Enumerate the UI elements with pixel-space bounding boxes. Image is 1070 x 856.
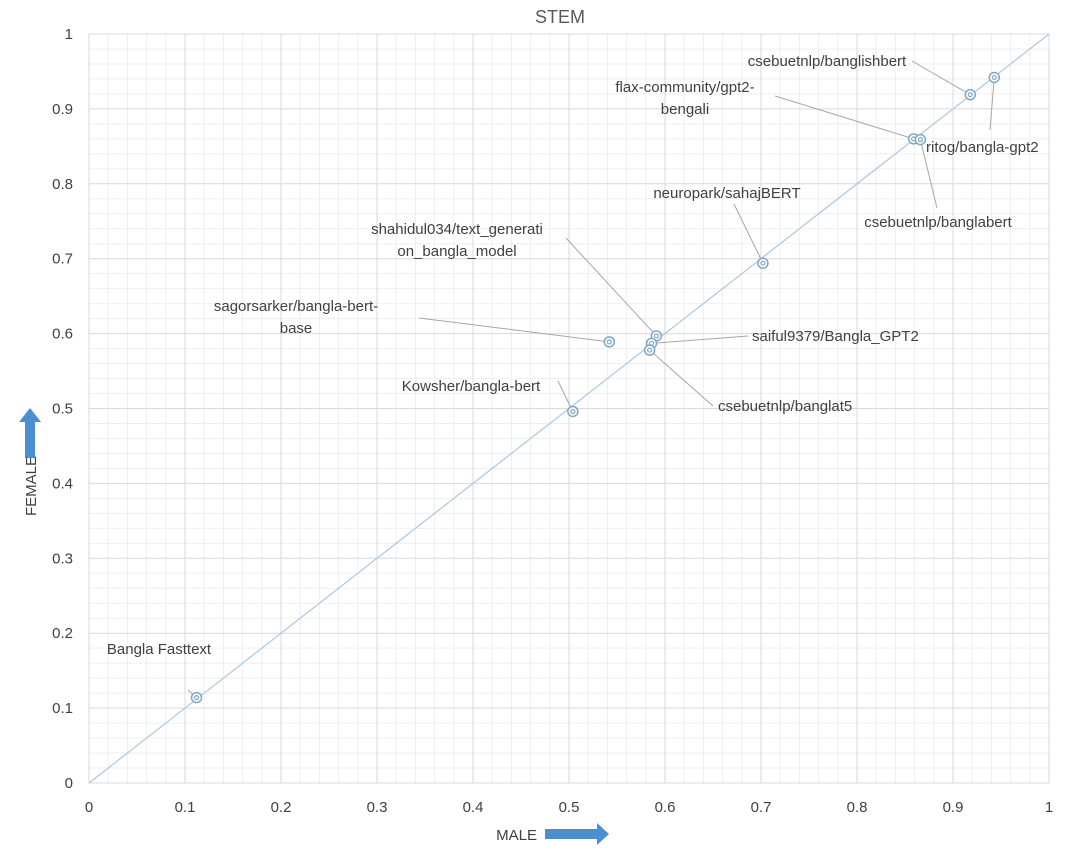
data-label: Bangla Fasttext: [107, 641, 212, 658]
x-tick-label: 0.7: [751, 799, 772, 816]
data-point: [603, 336, 616, 348]
y-tick-label: 0: [65, 775, 73, 792]
x-tick-label: 0.4: [463, 799, 484, 816]
x-tick-label: 0.9: [943, 799, 964, 816]
y-tick-label: 1: [65, 26, 73, 43]
data-point: [190, 691, 203, 704]
data-labels: Bangla Fasttext Kowsher/bangla-bert sagors…: [107, 53, 1039, 658]
y-tick-label: 0.4: [52, 475, 73, 492]
data-point-inner-ring: [991, 74, 997, 81]
y-tick-label: 0.2: [52, 625, 73, 642]
data-label: ritog/bangla-gpt2: [926, 139, 1039, 156]
data-label: saiful9379/Bangla_GPT2: [752, 328, 919, 345]
leader-lines: [187, 60, 995, 698]
leader-line: [774, 95, 914, 140]
data-point: [964, 88, 977, 101]
y-tick-label: 0.6: [52, 326, 73, 343]
data-point: [567, 405, 579, 418]
leader-line: [651, 335, 749, 344]
data-point-inner-ring: [606, 339, 612, 345]
leader-line: [733, 203, 764, 264]
data-point: [988, 71, 1001, 84]
data-point-inner-ring: [193, 695, 200, 701]
x-axis-arrow-icon: [545, 823, 609, 845]
data-point-inner-ring: [760, 260, 766, 266]
x-tick-label: 0.6: [655, 799, 676, 816]
leader-line: [565, 237, 657, 337]
x-tick-label: 1: [1045, 799, 1053, 816]
data-label: csebuetnlp/banglat5: [718, 398, 852, 415]
leader-line: [919, 139, 938, 209]
x-tick-label: 0.1: [175, 799, 196, 816]
data-point: [914, 133, 927, 146]
y-tick-label: 0.3: [52, 550, 73, 567]
data-point: [643, 344, 656, 356]
data-label: Kowsher/bangla-bert: [402, 378, 541, 395]
leader-line: [911, 60, 971, 96]
data-point-inner-ring: [653, 333, 659, 339]
tick-labels: 00 0.1 0.1 0.2 0.2 0.3 0.3 0.4 0.4 0.5 0.5 0.6 0.6 0.…: [52, 26, 1053, 816]
data-label: sagorsarker/bangla-bert-: [214, 298, 378, 315]
data-label: base: [280, 320, 313, 337]
data-label: csebuetnlp/banglishbert: [748, 53, 907, 70]
y-axis-arrow-icon: [19, 408, 41, 458]
x-tick-label: 0: [85, 799, 93, 816]
data-point: [757, 257, 769, 269]
leader-line: [418, 317, 610, 343]
y-tick-label: 0.8: [52, 176, 73, 193]
leader-line: [989, 77, 995, 131]
y-tick-label: 0.1: [52, 700, 73, 717]
data-point-inner-ring: [917, 137, 923, 143]
data-point-inner-ring: [967, 92, 973, 98]
data-label: bengali: [661, 101, 709, 118]
leader-line: [649, 349, 714, 407]
data-point-inner-ring: [570, 408, 576, 415]
data-label: neuropark/sahajBERT: [653, 185, 800, 202]
x-tick-label: 0.8: [847, 799, 868, 816]
data-points: [190, 71, 1001, 704]
y-tick-label: 0.9: [52, 101, 73, 118]
x-tick-label: 0.3: [367, 799, 388, 816]
data-label: csebuetnlp/banglabert: [864, 214, 1012, 231]
data-label: shahidul034/text_generati: [371, 221, 543, 238]
y-axis-title: FEMALE: [23, 456, 40, 516]
major-grid: [88, 33, 1050, 784]
x-tick-label: 0.2: [271, 799, 292, 816]
x-axis-title: MALE: [496, 827, 537, 844]
data-label: on_bangla_model: [397, 243, 516, 260]
x-tick-label: 0.5: [559, 799, 580, 816]
data-label: flax-community/gpt2-: [615, 79, 754, 96]
data-point-inner-ring: [647, 347, 653, 353]
y-tick-label: 0.5: [52, 401, 73, 418]
chart-title: STEM: [535, 7, 585, 27]
y-tick-label: 0.7: [52, 251, 73, 268]
